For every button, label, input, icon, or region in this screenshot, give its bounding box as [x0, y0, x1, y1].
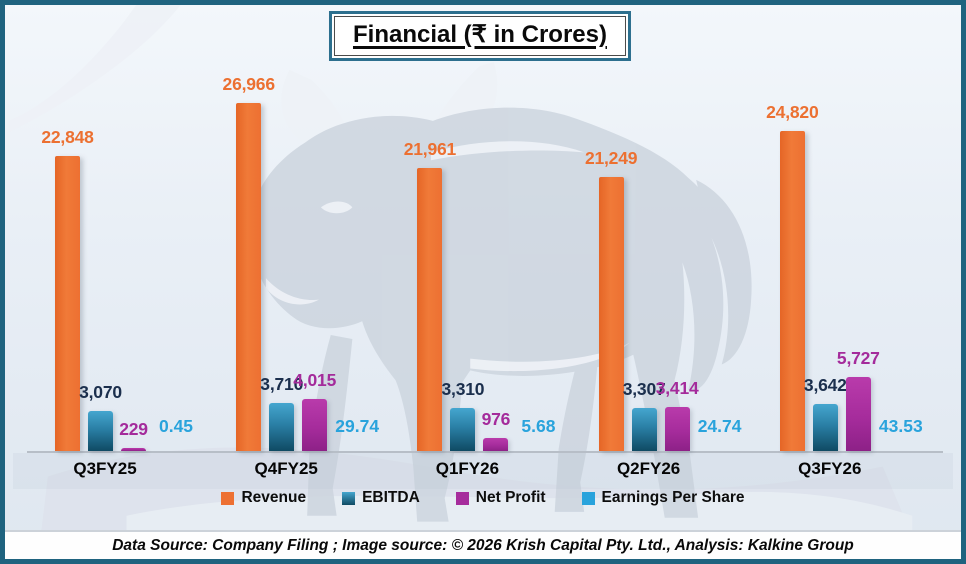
bar-group-q2fy26: 21,249 3,307 3,414 24.74 Q2FY26	[575, 5, 756, 478]
bar-group-q1fy26: 21,961 3,310 976 5.68 Q1FY26	[393, 5, 574, 478]
legend-label: Revenue	[241, 489, 307, 506]
ebitda-bar: 3,642	[804, 375, 847, 451]
bar-cluster: 21,961 3,310 976	[404, 139, 510, 451]
legend-item-revenue: Revenue	[221, 489, 306, 507]
legend-item-net-profit: Net Profit	[455, 489, 546, 507]
bar-cluster: 21,249 3,307 3,414	[585, 148, 699, 451]
eps-value-label: 5.68	[521, 416, 556, 436]
revenue-bar: 26,966	[223, 74, 275, 451]
legend-item-earnings-per-share: Earnings Per Share	[581, 489, 745, 507]
net-profit-bar-value-label: 229	[119, 419, 148, 439]
net-profit-bar-value-label: 4,015	[293, 370, 337, 391]
bar-group-q3fy26: 24,820 3,642 5,727 43.53 Q3FY26	[756, 5, 937, 478]
revenue-bar: 24,820	[766, 102, 819, 451]
eps-value-label: 29.74	[335, 416, 380, 436]
footer-text: Data Source: Company Filing ; Image sour…	[112, 536, 854, 554]
x-axis-line	[27, 451, 943, 453]
plot-area: 22,848 3,070 229 0.45 Q3FY25 26,966 3,710 4,015…	[31, 5, 937, 478]
ebitda-bar-value-label: 3,070	[79, 382, 122, 403]
bar-group-q4fy25: 26,966 3,710 4,015 29.74 Q4FY25	[212, 5, 393, 478]
legend-swatch-icon	[581, 491, 595, 505]
category-label: Q1FY26	[435, 459, 500, 478]
chart-title: Financial (₹ in Crores)	[333, 16, 626, 56]
bar-cluster: 24,820 3,642 5,727	[766, 102, 880, 451]
legend-label: Net Profit	[475, 489, 546, 506]
revenue-bar-value-label: 21,961	[403, 138, 457, 159]
ebitda-bar: 3,710	[260, 374, 303, 451]
net-profit-bar: 229	[119, 419, 148, 451]
ebitda-bar: 3,307	[623, 379, 666, 451]
chart-title-box: Financial (₹ in Crores)	[328, 11, 631, 61]
revenue-bar: 22,848	[41, 127, 94, 451]
ebitda-bar: 3,310	[442, 379, 485, 451]
bar-group-q3fy25: 22,848 3,070 229 0.45 Q3FY25	[31, 5, 212, 478]
category-label: Q3FY25	[73, 459, 137, 478]
revenue-bar-value-label: 26,966	[222, 74, 276, 95]
legend-item-ebitda: EBITDA	[342, 489, 420, 507]
category-label: Q4FY25	[254, 459, 318, 478]
legend-swatch-icon	[455, 491, 469, 505]
category-label: Q2FY26	[616, 459, 681, 478]
ebitda-bar: 3,070	[79, 382, 122, 451]
revenue-bar: 21,961	[404, 139, 456, 451]
net-profit-bar-value-label: 3,414	[655, 377, 699, 398]
eps-value-label: 43.53	[878, 416, 923, 436]
bar-cluster: 26,966 3,710 4,015	[223, 74, 336, 451]
net-profit-bar: 5,727	[837, 348, 880, 451]
revenue-bar-value-label: 24,820	[766, 101, 819, 122]
legend-label: Earnings Per Share	[601, 489, 745, 506]
revenue-bar: 21,249	[585, 148, 637, 451]
eps-value-label: 0.45	[158, 416, 194, 436]
bar-cluster: 22,848 3,070 229	[41, 127, 148, 451]
category-label: Q3FY26	[798, 459, 862, 478]
legend-label: EBITDA	[362, 489, 420, 506]
legend-swatch-icon	[221, 491, 235, 505]
ebitda-bar-value-label: 3,310	[441, 379, 485, 400]
legend-swatch-icon	[342, 491, 356, 505]
revenue-bar-value-label: 21,249	[584, 147, 638, 168]
revenue-bar-value-label: 22,848	[41, 127, 94, 148]
legend: Revenue EBITDA Net Profit Earnings Per Shar…	[5, 489, 961, 507]
net-profit-bar: 976	[482, 409, 510, 451]
eps-value-label: 24.74	[697, 416, 742, 436]
footer-bar: Data Source: Company Filing ; Image sour…	[5, 530, 961, 559]
net-profit-bar-value-label: 5,727	[836, 348, 880, 369]
ebitda-bar-value-label: 3,642	[803, 375, 847, 395]
